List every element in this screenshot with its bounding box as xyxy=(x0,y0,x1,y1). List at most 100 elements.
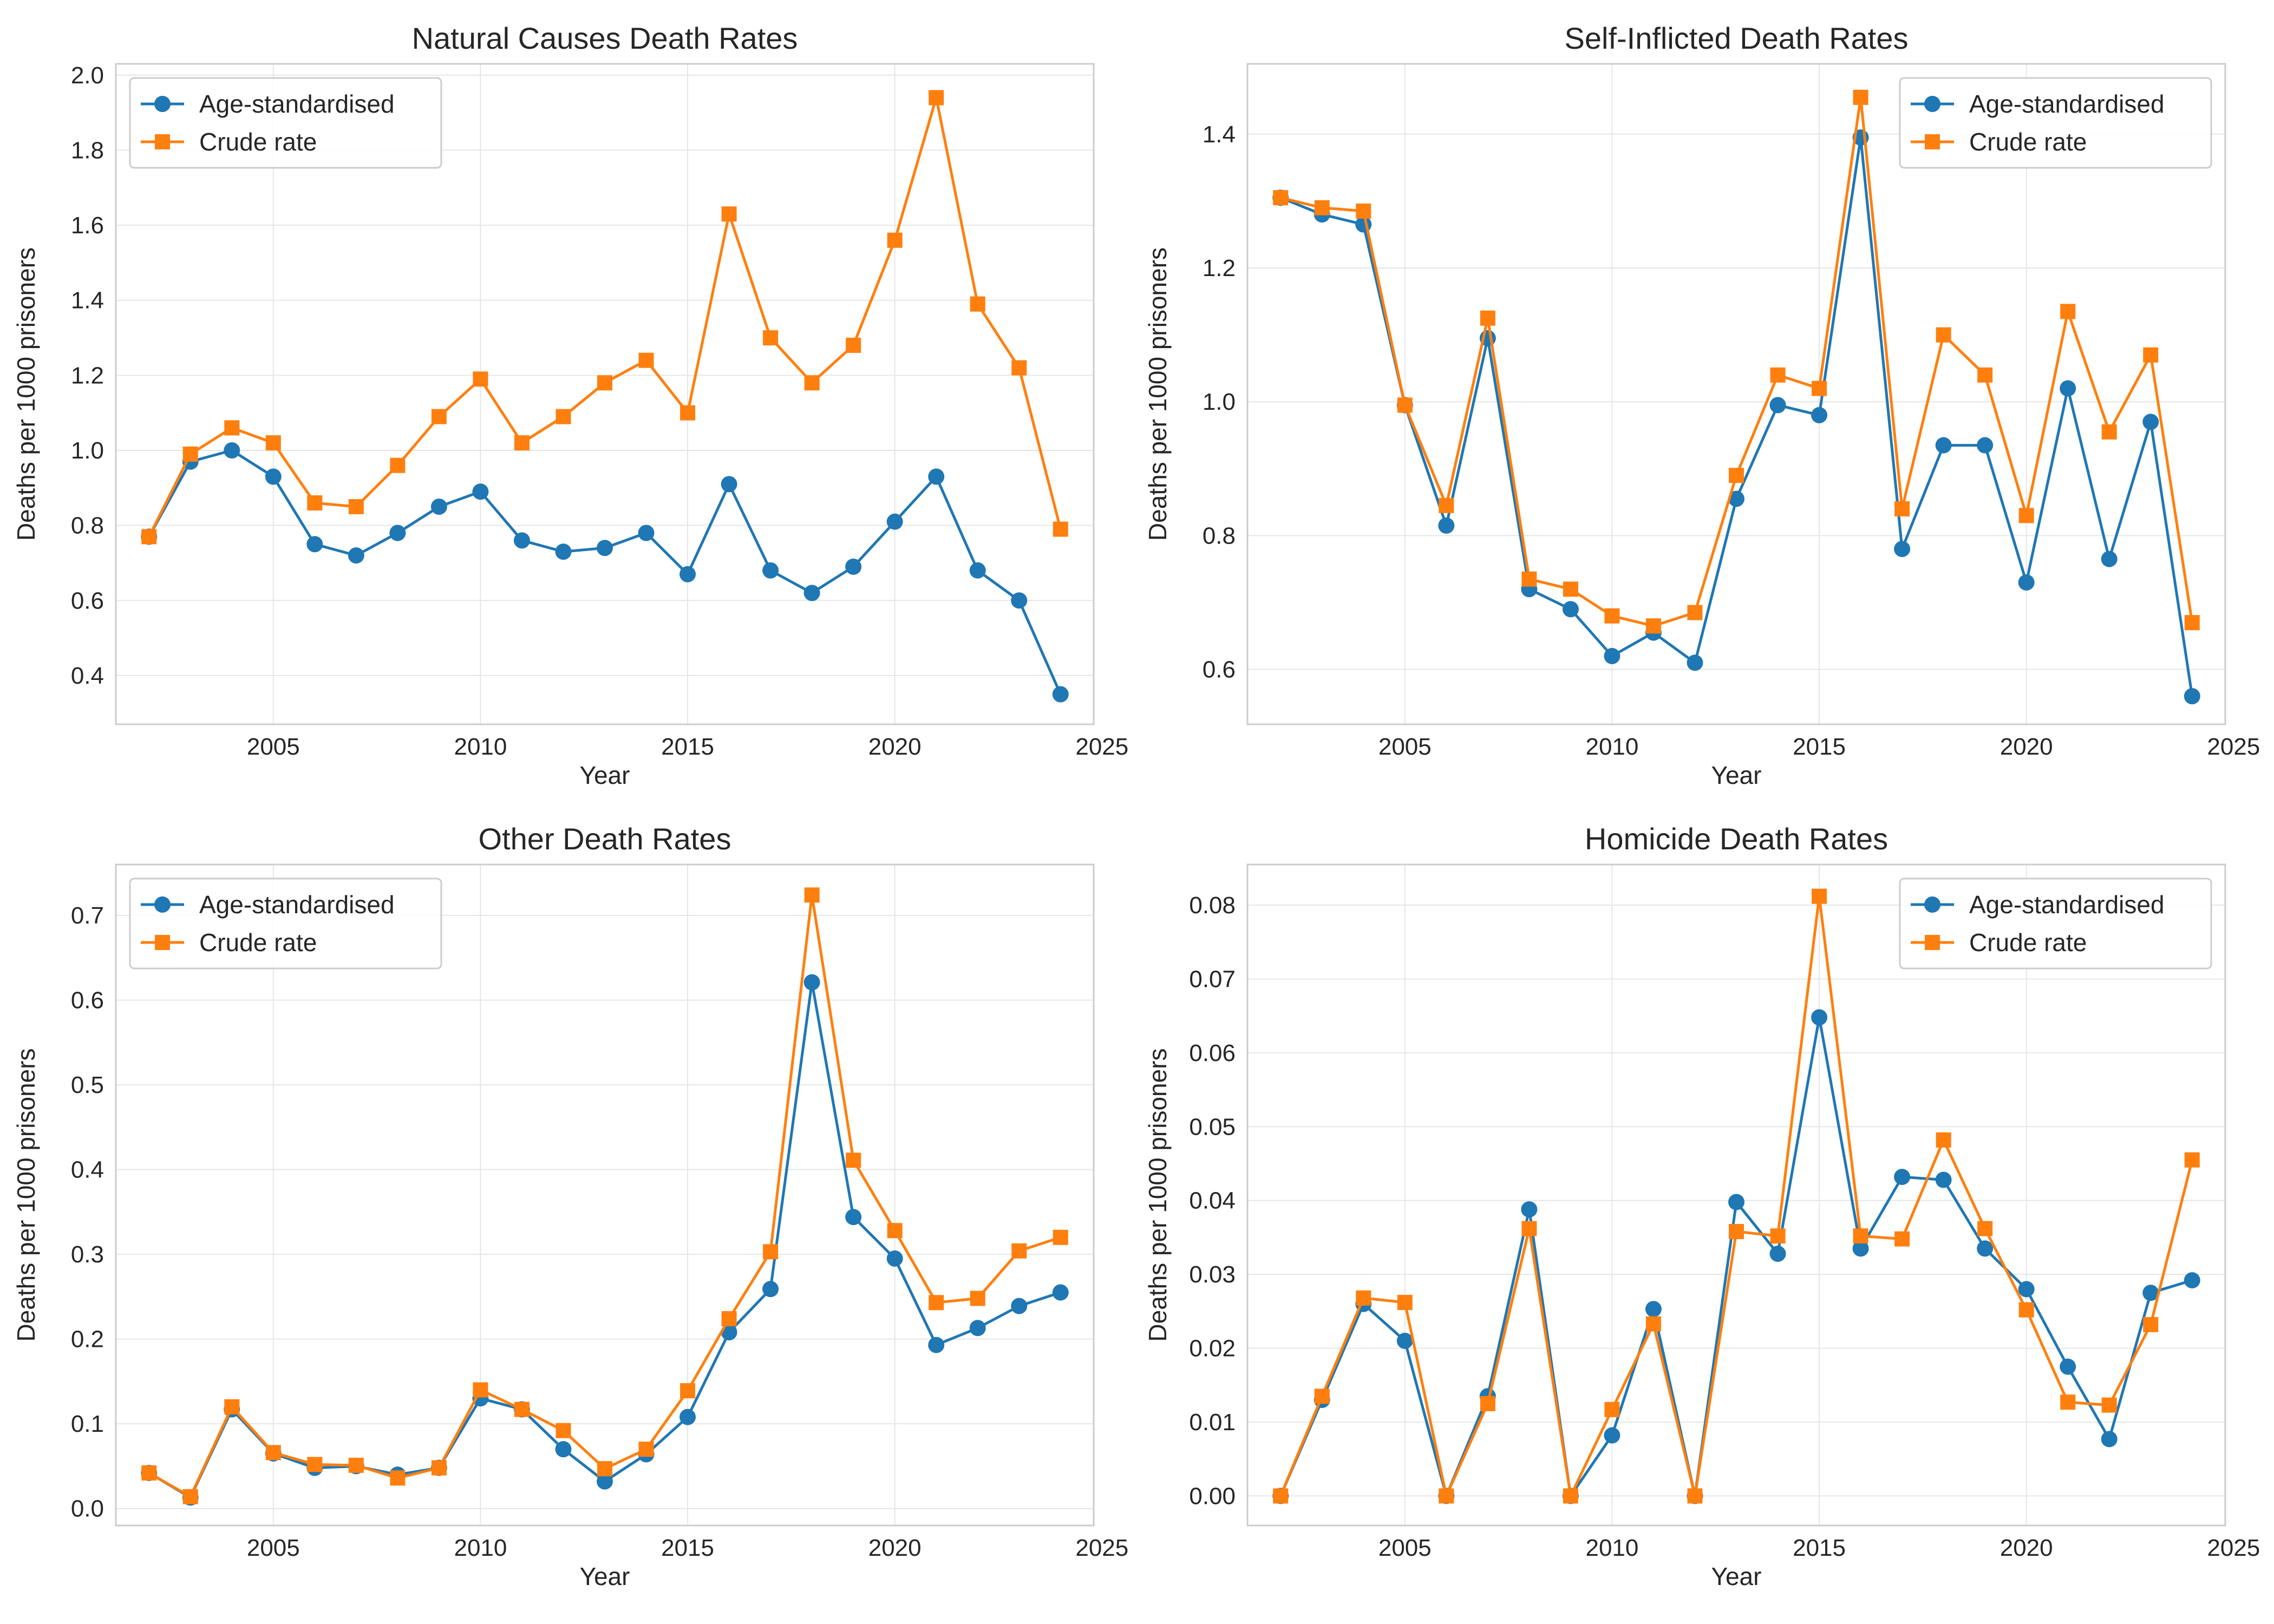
plot-frame xyxy=(1246,863,2226,1527)
data-point xyxy=(430,498,447,515)
data-point xyxy=(1645,1316,1661,1332)
data-point xyxy=(1770,1228,1786,1244)
data-point xyxy=(473,371,488,387)
data-point xyxy=(2060,380,2076,397)
data-point xyxy=(2018,1281,2035,1298)
data-point xyxy=(1853,89,1868,105)
legend: Age-standardised Crude rate xyxy=(129,878,442,970)
data-point xyxy=(1687,605,1703,620)
data-point xyxy=(969,562,986,579)
data-point xyxy=(390,457,406,473)
data-point xyxy=(763,330,779,346)
data-point xyxy=(2060,304,2076,319)
data-point xyxy=(680,1383,696,1399)
data-point xyxy=(513,532,530,549)
y-tick-label: 0.01 xyxy=(1189,1409,1236,1436)
y-tick-label: 1.2 xyxy=(1203,255,1236,281)
legend-label: Crude rate xyxy=(1969,928,2087,957)
y-tick-label: 0.3 xyxy=(71,1241,104,1268)
data-point xyxy=(1356,1290,1371,1306)
x-axis-label: Year xyxy=(1711,761,1762,789)
plot-area xyxy=(116,865,1094,1525)
y-tick-label: 0.1 xyxy=(71,1411,104,1437)
data-point xyxy=(2142,1285,2159,1301)
x-tick-label: 2005 xyxy=(1378,734,1432,760)
data-point xyxy=(803,974,820,991)
data-point xyxy=(929,90,944,106)
data-point xyxy=(1894,541,1911,558)
data-point xyxy=(1977,1221,1993,1236)
legend-item: Age-standardised xyxy=(1911,890,2165,919)
legend-label: Age-standardised xyxy=(1969,90,2165,118)
data-point xyxy=(1728,1194,1744,1210)
y-tick-label: 0.05 xyxy=(1189,1114,1236,1140)
y-axis-label: Deaths per 1000 prisoners xyxy=(12,1048,40,1341)
data-point xyxy=(141,529,157,545)
x-tick-label: 2005 xyxy=(1378,1535,1432,1561)
data-point xyxy=(348,1457,364,1473)
data-point xyxy=(1480,310,1495,326)
legend-item: Age-standardised xyxy=(1911,90,2165,118)
data-point xyxy=(265,435,281,451)
y-axis-label: Deaths per 1000 prisoners xyxy=(12,247,40,541)
chart-title: Other Death Rates xyxy=(479,822,731,856)
data-point xyxy=(265,468,282,485)
data-point xyxy=(1052,686,1069,703)
data-point xyxy=(2184,615,2200,631)
x-tick-label: 2015 xyxy=(661,1535,714,1561)
data-point xyxy=(2143,347,2159,363)
data-point xyxy=(1977,437,1994,454)
x-tick-label: 2025 xyxy=(2207,734,2260,760)
data-point xyxy=(1894,1231,1910,1247)
data-point xyxy=(1811,407,1828,423)
data-point xyxy=(2060,1358,2076,1375)
legend-label: Crude rate xyxy=(199,928,317,957)
legend-marker xyxy=(1924,896,1940,913)
series-crude-rate xyxy=(141,90,1068,545)
x-axis-label: Year xyxy=(580,1562,630,1590)
data-point xyxy=(1011,360,1027,376)
y-tick-label: 0.7 xyxy=(71,902,104,929)
y-tick-label: 0.6 xyxy=(71,587,104,614)
data-point xyxy=(846,337,861,353)
data-point xyxy=(2018,574,2035,591)
data-point xyxy=(1645,1301,1662,1318)
data-point xyxy=(597,375,612,391)
x-tick-label: 2010 xyxy=(454,734,507,760)
data-point xyxy=(472,483,489,500)
chart-panel-1: 2005 2010 2015 2020 2025 0.4 0.6 0.8 1.0 1.2 1.4 1.… xyxy=(12,21,1128,789)
legend-box xyxy=(129,878,442,970)
data-point xyxy=(970,296,985,312)
data-point xyxy=(928,1337,945,1353)
legend: Age-standardised Crude rate xyxy=(129,77,442,169)
x-tick-label: 2020 xyxy=(2000,734,2053,760)
data-point xyxy=(1397,1294,1413,1310)
x-tick-label: 2025 xyxy=(1075,1535,1128,1561)
data-point xyxy=(1729,468,1744,483)
data-point xyxy=(1604,608,1620,624)
y-tick-label: 0.8 xyxy=(71,513,104,539)
data-point xyxy=(1314,1389,1330,1404)
y-tick-label: 1.4 xyxy=(71,287,104,314)
y-tick-label: 1.2 xyxy=(71,362,104,389)
gridlines xyxy=(1247,865,2225,1525)
data-point xyxy=(1273,190,1289,206)
y-tick-label: 0.08 xyxy=(1189,892,1236,919)
y-tick-label: 0.4 xyxy=(71,1157,104,1183)
data-point xyxy=(1396,1332,1413,1349)
data-point xyxy=(348,499,364,514)
data-point xyxy=(1729,1224,1744,1240)
legend-label: Age-standardised xyxy=(1969,890,2165,919)
legend-label: Age-standardised xyxy=(199,890,395,919)
y-tick-label: 1.0 xyxy=(71,437,104,464)
x-tick-label: 2010 xyxy=(1585,734,1638,760)
legend-marker xyxy=(155,935,170,950)
legend-item: Crude rate xyxy=(141,128,317,156)
data-point xyxy=(1894,501,1910,516)
data-point xyxy=(1604,1402,1620,1417)
x-tick-label: 2025 xyxy=(1075,734,1128,760)
data-point xyxy=(307,495,323,511)
chart-title: Natural Causes Death Rates xyxy=(412,21,798,55)
data-point xyxy=(804,375,820,391)
y-tick-label: 1.0 xyxy=(1203,389,1236,415)
